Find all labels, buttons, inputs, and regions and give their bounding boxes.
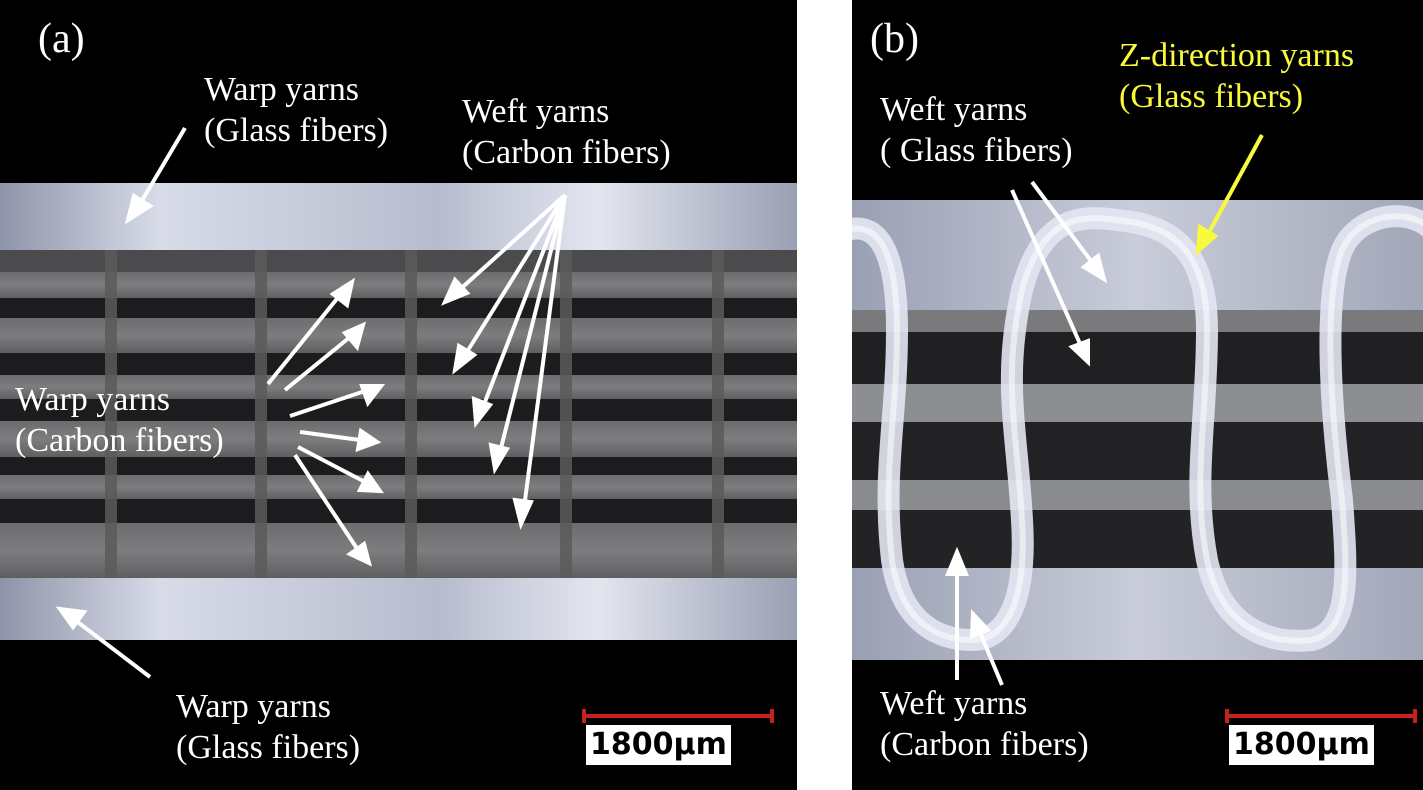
panel-label-a: (a): [38, 16, 85, 62]
label-warp-glass-bottom: Warp yarns (Glass fibers): [176, 686, 360, 768]
scale-bar-line: [582, 714, 774, 718]
label-line: Warp yarns: [15, 381, 170, 418]
label-line: (Glass fibers): [204, 112, 389, 149]
scale-bar-tick: [770, 709, 774, 723]
annotation-arrow-z: [1195, 134, 1264, 256]
label-line: Weft yarns: [880, 685, 1028, 722]
label-line: (Glass fibers): [176, 729, 361, 766]
label-line: Weft yarns: [880, 91, 1028, 128]
label-line: Z-direction yarns: [1119, 37, 1355, 74]
scale-bar-line: [1225, 714, 1417, 718]
scale-bar-text: 1800μm: [1229, 725, 1374, 765]
micrograph-image-b: [852, 134, 1423, 686]
carbon-weft-bands-a: [0, 250, 797, 578]
annotation-arrows-b: [945, 180, 1108, 686]
label-line: (Glass fibers): [1119, 78, 1304, 115]
micrograph-panel-a: (a) Warp yarns (Glass fibers) Weft yarns…: [0, 0, 797, 790]
label-z-direction: Z-direction yarns (Glass fibers): [1119, 35, 1354, 117]
label-weft-carbon-b: Weft yarns (Carbon fibers): [880, 683, 1089, 765]
label-weft-carbon-a: Weft yarns (Carbon fibers): [462, 91, 671, 173]
panel-label-b: (b): [870, 16, 919, 62]
scale-bar-tick: [1413, 709, 1417, 723]
scale-bar-text: 1800μm: [586, 725, 731, 765]
label-line: ( Glass fibers): [880, 132, 1073, 169]
label-line: (Carbon fibers): [15, 422, 224, 459]
label-warp-carbon: Warp yarns (Carbon fibers): [15, 379, 224, 461]
micrograph-image-a: [0, 126, 797, 679]
label-line: Warp yarns: [176, 688, 331, 725]
annotation-arrows-a: [55, 126, 567, 679]
scale-bar-tick: [1225, 709, 1229, 723]
label-line: Weft yarns: [462, 93, 610, 130]
label-line: (Carbon fibers): [880, 726, 1089, 763]
label-line: Warp yarns: [204, 71, 359, 108]
label-warp-glass-top: Warp yarns (Glass fibers): [204, 69, 388, 151]
micrograph-panel-b: (b) Z-direction yarns (Glass fibers) Wef…: [852, 0, 1423, 790]
scale-bar-tick: [582, 709, 586, 723]
label-weft-glass: Weft yarns ( Glass fibers): [880, 89, 1073, 171]
label-line: (Carbon fibers): [462, 134, 671, 171]
